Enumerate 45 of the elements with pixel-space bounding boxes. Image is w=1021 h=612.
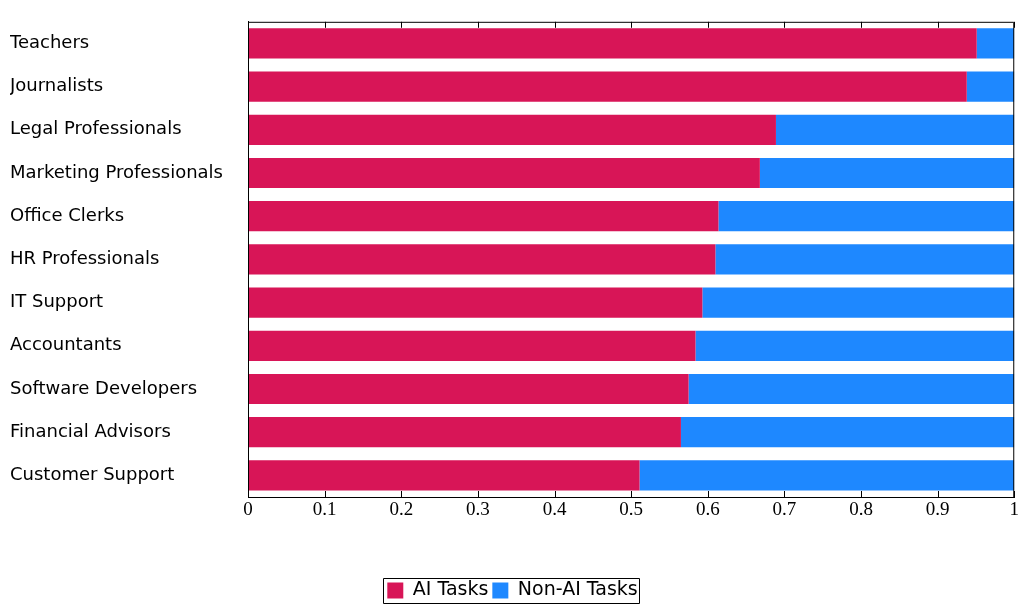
- bar: [718, 201, 1015, 232]
- x-tick-label: 0.8: [849, 498, 873, 520]
- y-tick-label: Teachers: [9, 31, 90, 53]
- y-tick-label: Legal Professionals: [10, 117, 182, 139]
- legend-label: AI Tasks: [412, 577, 489, 600]
- y-tick-label: Customer Support: [10, 463, 175, 485]
- x-tick-label: 0.7: [772, 498, 797, 520]
- x-tick-label: 0.3: [466, 498, 490, 520]
- y-tick-label: Software Developers: [10, 376, 198, 398]
- bar: [680, 417, 1015, 448]
- bar: [248, 460, 640, 491]
- legend-label: Non-AI Tasks: [517, 577, 638, 600]
- x-tick-label: 0.6: [695, 498, 720, 520]
- y-tick-label: Marketing Professionals: [10, 160, 223, 182]
- x-tick-label: 0.1: [312, 498, 337, 520]
- x-tick-label: 0.9: [925, 498, 950, 520]
- bar: [715, 244, 1015, 275]
- bar: [248, 114, 776, 145]
- y-tick-label: IT Support: [10, 290, 104, 312]
- bar: [966, 71, 1015, 102]
- x-tick-label: 1: [1009, 498, 1019, 520]
- x-tick-label: 0.5: [619, 498, 643, 520]
- y-tick-label: Office Clerks: [10, 203, 125, 225]
- bar: [759, 157, 1015, 189]
- bar: [248, 373, 689, 405]
- bar: [702, 287, 1015, 318]
- bar: [248, 244, 716, 275]
- x-tick-label: 0.4: [542, 498, 567, 520]
- bar: [248, 201, 719, 232]
- bar: [775, 114, 1015, 145]
- bar: [976, 28, 1015, 59]
- y-tick-label: Accountants: [10, 333, 122, 355]
- bar: [248, 157, 760, 189]
- bar: [248, 330, 696, 361]
- bar: [248, 417, 681, 448]
- x-tick-label: 0.2: [389, 498, 414, 520]
- bar: [248, 71, 967, 102]
- y-tick-label: Financial Advisors: [10, 419, 171, 441]
- bar: [248, 28, 977, 59]
- bar: [695, 330, 1015, 361]
- bar: [639, 460, 1015, 491]
- x-tick-label: 0: [243, 498, 253, 520]
- bar: [248, 287, 703, 318]
- bar: [688, 373, 1015, 405]
- y-tick-label: HR Professionals: [10, 247, 160, 269]
